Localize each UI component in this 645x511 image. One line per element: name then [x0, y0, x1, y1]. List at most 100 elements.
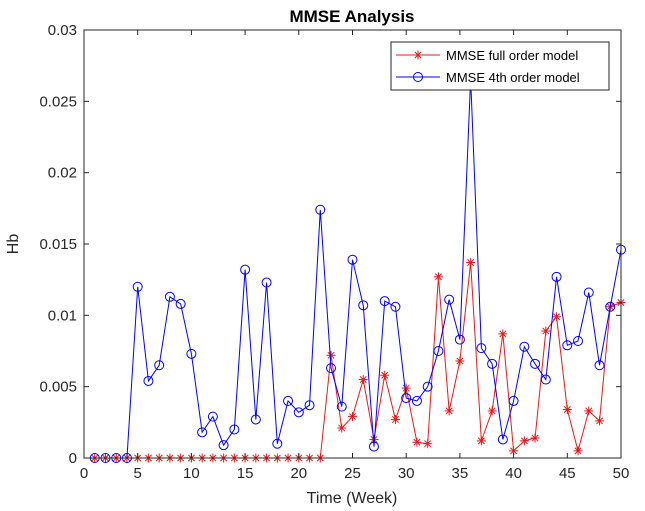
data-point-full-order	[337, 423, 347, 433]
legend-label-4th-order: MMSE 4th order model	[446, 70, 580, 85]
data-point-full-order	[562, 404, 572, 414]
x-tick-label: 40	[505, 465, 522, 482]
data-point-full-order	[423, 439, 433, 449]
data-point-full-order	[348, 412, 357, 422]
data-point-4th-order	[497, 434, 508, 445]
x-axis-title: Time (Week)	[307, 490, 398, 507]
data-point-full-order	[541, 326, 551, 336]
data-point-4th-order	[197, 427, 208, 438]
data-point-4th-order	[605, 301, 616, 312]
y-axis-title: Hb	[5, 234, 22, 255]
x-tick-label: 45	[559, 465, 576, 482]
legend-marker-full-order	[413, 50, 423, 60]
data-point-4th-order	[379, 296, 390, 307]
x-tick-label: 10	[183, 465, 200, 482]
x-tick-label: 20	[290, 465, 307, 482]
data-point-full-order	[584, 406, 594, 416]
chart-title: MMSE Analysis	[289, 7, 414, 26]
y-tick-label: 0.03	[48, 22, 77, 39]
data-point-full-order	[466, 258, 476, 268]
data-point-4th-order	[551, 271, 562, 282]
data-point-4th-order	[250, 414, 261, 425]
data-point-4th-order	[444, 294, 455, 305]
data-point-4th-order	[315, 204, 326, 215]
legend: MMSE full order model MMSE 4th order mod…	[390, 41, 610, 91]
legend-marker-4th-order	[413, 72, 423, 82]
data-point-4th-order	[229, 424, 240, 435]
tick-layer: 0 5 10 15 20 25 30 35 40 45 50 0 0.005 0.01 0.015 0.02 0…	[39, 22, 629, 482]
data-point-full-order	[433, 272, 443, 282]
data-point-full-order	[595, 416, 605, 426]
y-tick-label: 0.005	[39, 379, 77, 396]
x-tick-label: 5	[134, 465, 142, 482]
data-point-full-order	[326, 350, 336, 360]
data-point-4th-order	[175, 298, 186, 309]
data-point-4th-order	[272, 438, 283, 449]
data-point-4th-order	[573, 336, 584, 347]
legend-asterisk-icon	[413, 50, 423, 60]
data-point-4th-order	[508, 395, 519, 406]
data-point-4th-order	[186, 348, 197, 359]
data-point-4th-order	[143, 375, 154, 386]
data-point-4th-order	[164, 291, 175, 302]
data-point-4th-order	[390, 301, 401, 312]
data-point-full-order	[530, 433, 540, 443]
data-point-full-order	[519, 436, 529, 446]
data-point-4th-order	[293, 407, 304, 418]
data-point-4th-order	[594, 360, 605, 371]
data-point-4th-order	[154, 360, 165, 371]
data-point-4th-order	[336, 401, 347, 412]
x-tick-label: 50	[613, 465, 630, 482]
data-point-4th-order	[347, 254, 358, 265]
data-point-4th-order	[422, 381, 433, 392]
series-layer	[89, 73, 626, 463]
data-point-4th-order	[454, 334, 465, 345]
data-point-full-order	[498, 329, 508, 339]
data-point-4th-order	[476, 343, 487, 354]
y-tick-label: 0	[69, 450, 77, 467]
x-tick-label: 25	[344, 465, 361, 482]
plot-area	[84, 30, 621, 458]
data-point-4th-order	[283, 395, 294, 406]
data-point-4th-order	[519, 341, 530, 352]
data-point-4th-order	[411, 395, 422, 406]
data-point-4th-order	[562, 340, 573, 351]
data-point-full-order	[380, 370, 390, 380]
data-point-4th-order	[207, 411, 218, 422]
data-point-full-order	[487, 406, 497, 416]
x-tick-label: 30	[398, 465, 415, 482]
legend-label-full-order: MMSE full order model	[446, 48, 578, 63]
x-tick-label: 35	[452, 465, 469, 482]
y-tick-label: 0.01	[48, 307, 77, 324]
x-tick-label: 15	[237, 465, 254, 482]
data-point-4th-order	[326, 363, 337, 374]
data-point-4th-order	[358, 300, 369, 311]
data-point-4th-order	[401, 393, 412, 404]
data-point-full-order	[390, 414, 400, 424]
data-point-full-order	[358, 375, 368, 385]
legend-box	[390, 41, 610, 91]
data-point-full-order	[369, 434, 379, 444]
data-point-full-order	[455, 356, 465, 366]
data-point-4th-order	[583, 287, 594, 298]
data-point-4th-order	[261, 277, 272, 288]
data-point-4th-order	[433, 346, 444, 356]
data-point-full-order	[552, 312, 562, 322]
data-point-full-order	[444, 406, 454, 416]
y-tick-label: 0.015	[39, 236, 77, 253]
data-point-4th-order	[132, 281, 143, 292]
data-point-4th-order	[368, 441, 379, 452]
data-point-4th-order	[530, 358, 541, 369]
y-tick-label: 0.02	[48, 165, 77, 182]
legend-circle-icon	[413, 72, 423, 82]
data-point-full-order	[401, 383, 411, 393]
series-line-4th-order	[94, 78, 622, 459]
data-point-4th-order	[240, 264, 251, 275]
data-point-4th-order	[540, 374, 551, 385]
x-tick-label: 0	[80, 465, 88, 482]
data-point-4th-order	[304, 400, 315, 411]
data-point-full-order	[476, 436, 486, 446]
data-point-4th-order	[218, 440, 229, 451]
